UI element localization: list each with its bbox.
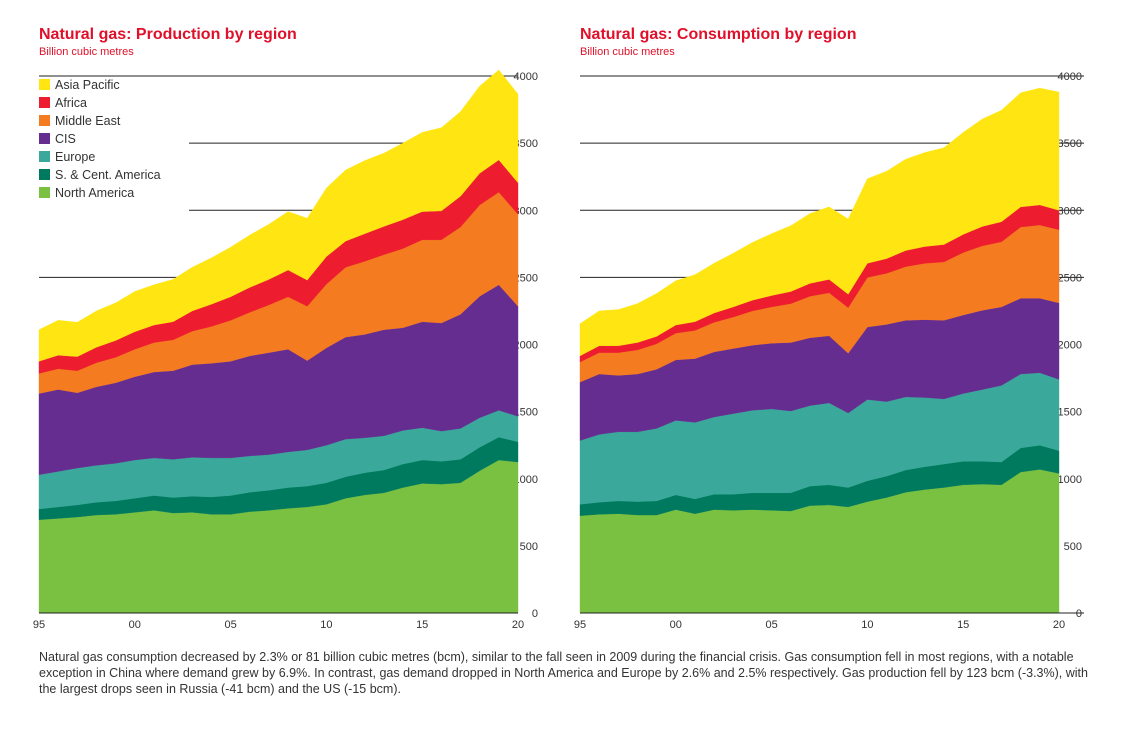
legend-swatch-asia-pacific [39, 79, 50, 90]
chart-subtitle-consumption: Billion cubic metres [580, 46, 675, 58]
legend-label-cis: CIS [55, 132, 76, 146]
x-tick-label: 95 [33, 619, 45, 631]
y-tick-label: 3000 [514, 205, 538, 217]
legend-label-north-america: North America [55, 186, 134, 200]
x-tick-label: 00 [670, 619, 682, 631]
x-tick-label: 05 [765, 619, 777, 631]
legend-swatch-europe [39, 151, 50, 162]
x-tick-label: 00 [129, 619, 141, 631]
legend-swatch-cis [39, 133, 50, 144]
y-tick-label: 4000 [514, 71, 538, 83]
chart-title-consumption: Natural gas: Consumption by region [580, 26, 857, 43]
y-tick-label: 3000 [1058, 205, 1082, 217]
x-tick-label: 15 [957, 619, 969, 631]
y-tick-label: 1500 [514, 407, 538, 419]
y-tick-label: 3500 [514, 138, 538, 150]
y-tick-label: 2000 [1058, 340, 1082, 352]
x-tick-label: 10 [861, 619, 873, 631]
y-tick-label: 0 [532, 608, 538, 620]
area-asia-pacific [579, 87, 1060, 357]
y-tick-label: 1000 [514, 474, 538, 486]
legend-swatch-africa [39, 97, 50, 108]
y-tick-label: 3500 [1058, 138, 1082, 150]
legend-swatch-s-cent-america [39, 169, 50, 180]
legend-label-europe: Europe [55, 150, 95, 164]
x-tick-label: 20 [512, 619, 524, 631]
x-tick-label: 95 [574, 619, 586, 631]
y-tick-label: 0 [1076, 608, 1082, 620]
chart-title-production: Natural gas: Production by region [39, 26, 297, 43]
y-tick-label: 4000 [1058, 71, 1082, 83]
legend-label-africa: Africa [55, 96, 87, 110]
y-tick-label: 1500 [1058, 407, 1082, 419]
x-tick-label: 20 [1053, 619, 1065, 631]
legend-label-middle-east: Middle East [55, 114, 121, 128]
x-tick-label: 10 [320, 619, 332, 631]
y-tick-label: 2500 [1058, 272, 1082, 284]
y-tick-label: 2500 [514, 272, 538, 284]
area-layers [579, 87, 1060, 614]
x-tick-label: 15 [416, 619, 428, 631]
legend: Asia Pacific Africa Middle East CIS Europe S.… [39, 78, 161, 200]
y-axis-ticks: 0 500 1000 1500 2000 2500 3000 3500 4000 [39, 71, 538, 620]
y-tick-label: 500 [1064, 541, 1082, 553]
area-asia-pacific [38, 69, 519, 362]
legend-label-asia-pacific: Asia Pacific [55, 78, 120, 92]
caption-text: Natural gas consumption decreased by 2.3… [39, 650, 1088, 696]
legend-swatch-middle-east [39, 115, 50, 126]
legend-swatch-north-america [39, 187, 50, 198]
legend-label-s-cent-america: S. & Cent. America [55, 168, 161, 182]
y-tick-label: 1000 [1058, 474, 1082, 486]
x-tick-label: 05 [224, 619, 236, 631]
y-tick-label: 2000 [514, 340, 538, 352]
chart-subtitle-production: Billion cubic metres [39, 46, 134, 58]
area-layers [38, 69, 519, 614]
y-tick-label: 500 [520, 541, 538, 553]
